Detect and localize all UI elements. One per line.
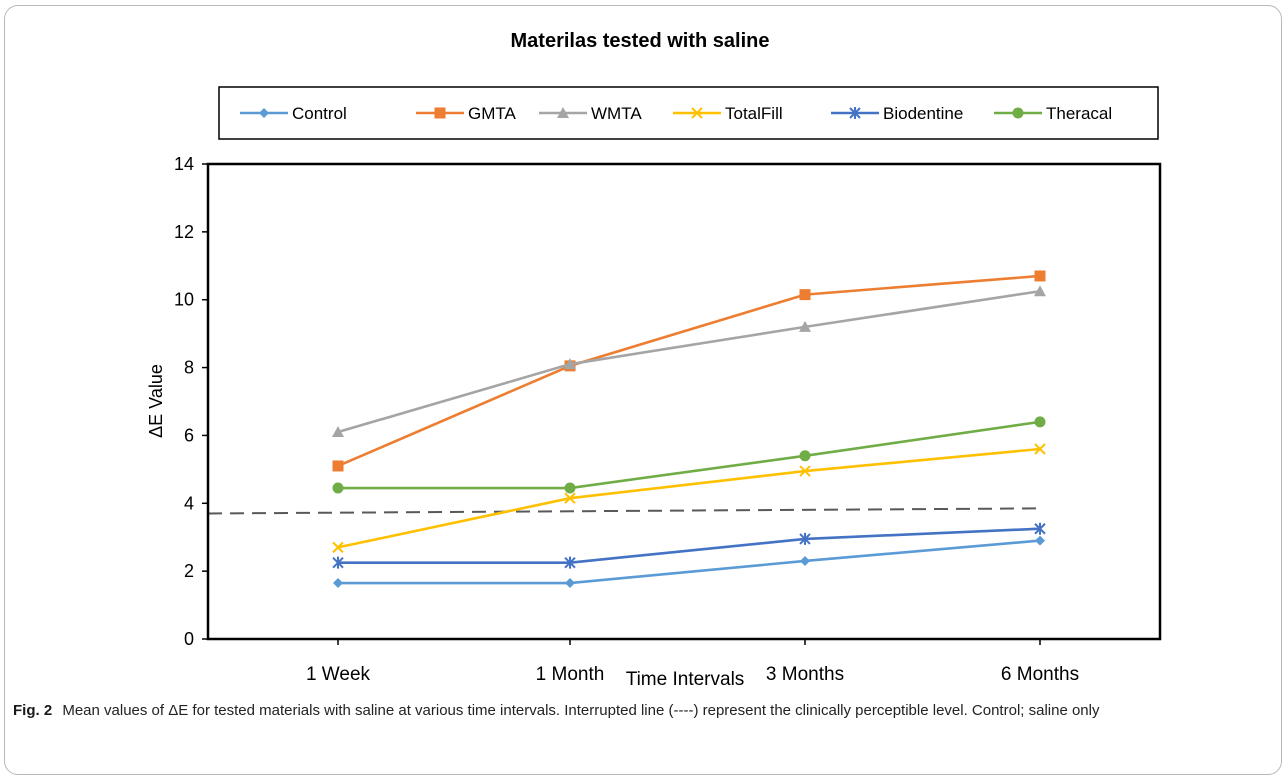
legend-item-gmta: GMTA [416,104,517,123]
data-point-biodentine [1034,522,1046,535]
x-axis-label: Time Intervals [626,669,745,690]
chart-title: Materilas tested with saline [511,30,770,52]
x-tick-label: 3 Months [766,664,844,685]
series-line-biodentine [338,527,1041,564]
y-tick-label: 6 [184,425,194,445]
legend-item-theracal: Theracal [994,104,1112,123]
data-point-wmta [1034,285,1046,297]
legend-label: Biodentine [883,104,963,123]
series-totalfill [332,443,1046,554]
series-line-theracal [338,420,1041,490]
reference-line-layer [207,507,1045,515]
data-point-totalfill [799,465,811,477]
legend-marker [691,107,703,119]
series-line-gmta [337,274,1041,468]
data-point-control [1035,535,1045,546]
legend-label: Theracal [1046,104,1112,123]
series-line-control [338,539,1041,585]
series-biodentine [332,522,1046,569]
x-axis-ticks: 1 Week 1 Month 3 Months 6 Months [306,639,1079,685]
data-point-gmta [799,289,811,301]
data-point-totalfill [332,541,344,554]
data-point-biodentine [799,532,811,545]
figure-caption: Fig. 2 Mean values of ΔE for tested mate… [13,700,1273,722]
legend-marker [259,108,269,118]
data-point-wmta [332,426,344,438]
series-control [333,535,1045,589]
y-tick-label: 2 [184,561,194,581]
legend-item-totalfill: TotalFill [673,104,783,123]
legend: Control GMTA WMTA TotalFill Biodentine Therac… [240,104,1112,123]
line-chart: Materilas tested with saline Control GMTA… [146,30,1162,690]
series-layer [332,270,1046,589]
series-theracal [332,416,1046,494]
legend-label: Control [292,104,347,123]
legend-label: GMTA [468,104,517,123]
legend-item-wmta: WMTA [539,104,642,123]
x-tick-label: 6 Months [1001,664,1079,685]
legend-label: TotalFill [725,104,783,123]
clinical-threshold-line [207,507,1045,515]
caption-label: Fig. 2 [13,702,53,719]
data-point-totalfill [564,492,576,504]
legend-marker [849,107,861,119]
data-point-biodentine [564,556,576,569]
plot-area-frame [206,162,1162,641]
legend-marker [434,107,446,119]
y-tick-label: 10 [174,290,194,310]
y-tick-label: 12 [174,222,194,242]
legend-item-control: Control [240,104,347,123]
legend-marker [1012,107,1024,119]
data-point-theracal [332,482,344,494]
legend-label: WMTA [591,104,642,123]
y-tick-label: 8 [184,358,194,378]
data-point-gmta [332,460,344,472]
y-tick-label: 4 [184,493,194,513]
legend-marker [557,107,569,118]
data-point-gmta [1034,270,1046,282]
data-point-theracal [1034,416,1046,428]
data-point-control [565,578,575,589]
data-point-control [333,578,343,589]
x-tick-label: 1 Month [536,664,605,685]
x-tick-label: 1 Week [306,664,371,685]
data-point-control [800,555,810,566]
data-point-biodentine [332,556,344,569]
y-axis-ticks: 0 2 4 6 8 10 12 14 [174,154,208,649]
y-axis-label: ΔE Value [146,364,166,438]
data-point-theracal [564,482,576,494]
series-line-wmta [337,289,1041,434]
y-tick-label: 0 [184,629,194,649]
series-line-totalfill [337,447,1041,549]
series-gmta [332,270,1046,472]
data-point-theracal [799,450,811,462]
data-point-wmta [564,358,576,370]
legend-item-biodentine: Biodentine [831,104,963,123]
y-tick-label: 14 [174,154,194,174]
series-wmta [332,285,1046,438]
data-point-totalfill [1034,443,1046,455]
data-point-wmta [799,320,811,332]
caption-text: Mean values of ΔE for tested materials w… [62,702,1100,719]
